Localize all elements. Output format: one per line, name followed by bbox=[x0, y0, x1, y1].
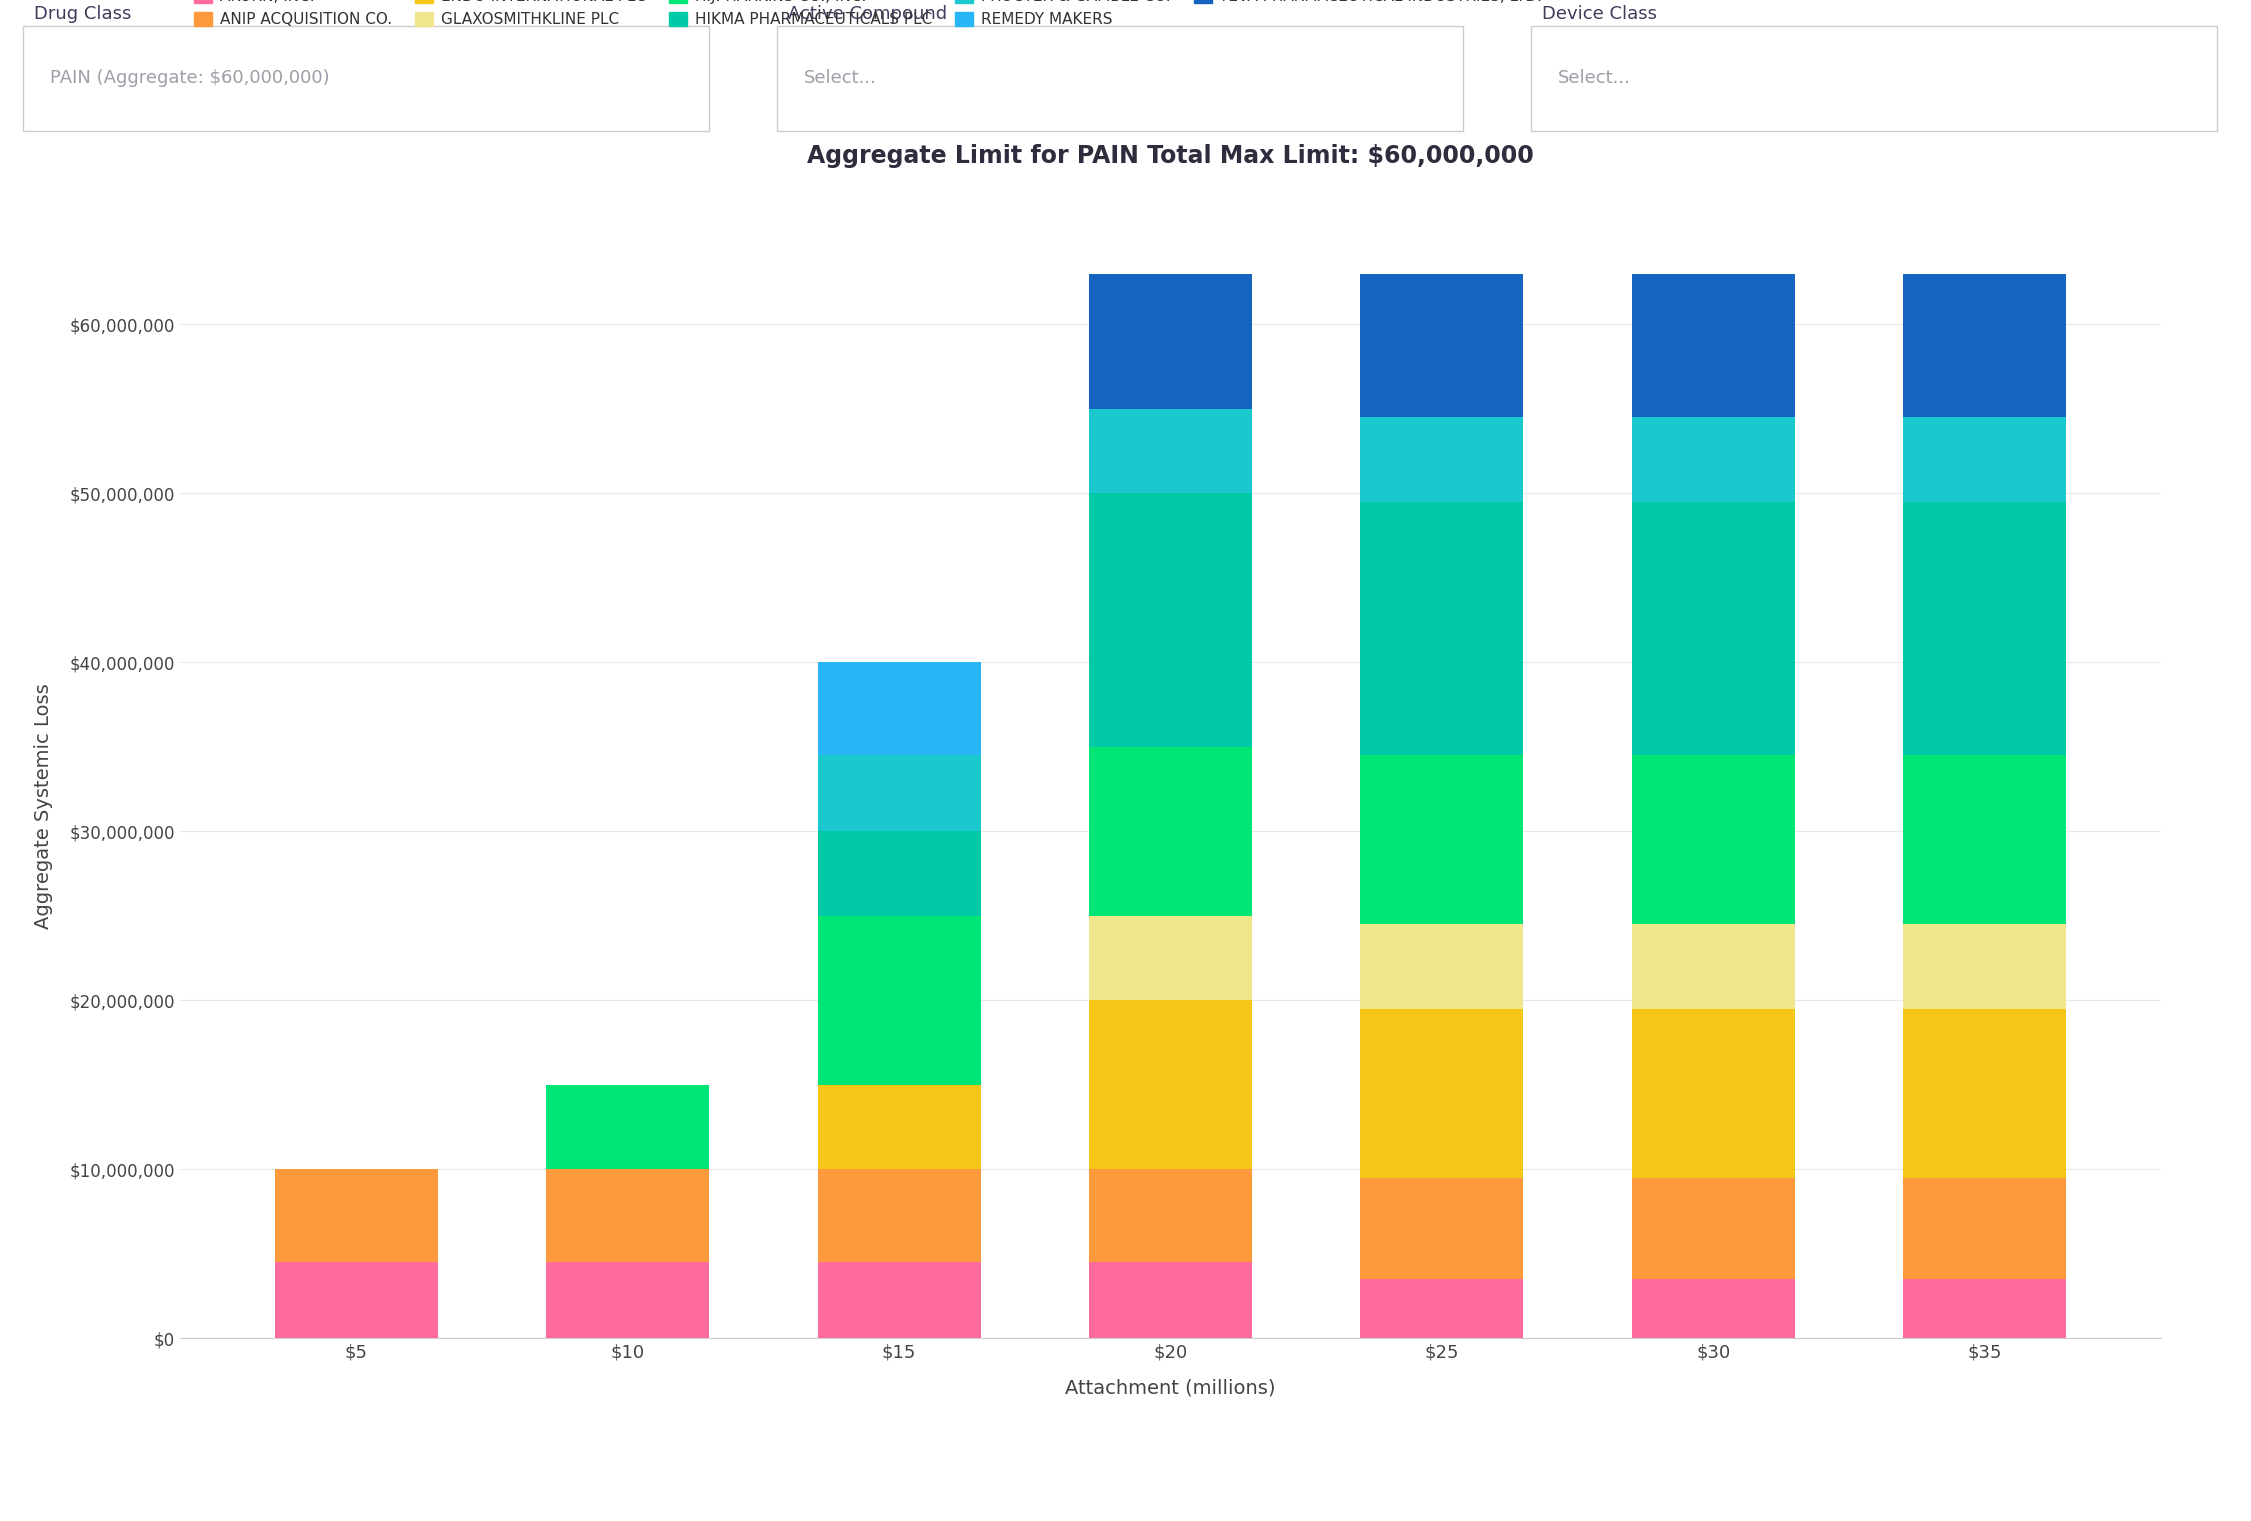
Bar bbox=[817, 1084, 981, 1170]
X-axis label: Attachment (millions): Attachment (millions) bbox=[1065, 1378, 1276, 1396]
Bar bbox=[547, 1262, 709, 1338]
Bar bbox=[1632, 925, 1794, 1008]
Bar bbox=[817, 1262, 981, 1338]
FancyBboxPatch shape bbox=[777, 26, 1463, 131]
Bar bbox=[1089, 916, 1252, 1001]
Bar bbox=[1089, 493, 1252, 747]
FancyBboxPatch shape bbox=[23, 26, 709, 131]
Bar bbox=[817, 663, 981, 756]
Bar bbox=[817, 916, 981, 1084]
Bar bbox=[1632, 1279, 1794, 1338]
Y-axis label: Aggregate Systemic Loss: Aggregate Systemic Loss bbox=[34, 683, 54, 929]
Bar bbox=[1089, 240, 1252, 409]
Bar bbox=[1360, 1279, 1524, 1338]
Text: Drug Class: Drug Class bbox=[34, 6, 131, 23]
Bar bbox=[1902, 925, 2066, 1008]
Bar bbox=[1902, 1177, 2066, 1279]
Bar bbox=[1360, 417, 1524, 502]
Bar bbox=[1089, 1262, 1252, 1338]
Bar bbox=[1360, 925, 1524, 1008]
Bar bbox=[1632, 502, 1794, 756]
Bar bbox=[547, 1084, 709, 1170]
Bar bbox=[1360, 240, 1524, 417]
Bar bbox=[1902, 240, 2066, 417]
Bar bbox=[1089, 747, 1252, 916]
Bar bbox=[1902, 1279, 2066, 1338]
Legend: AKORN, INC., ANIP ACQUISITION CO., ENDO INTERNATIONAL PLC, GLAXOSMITHKLINE PLC, : AKORN, INC., ANIP ACQUISITION CO., ENDO … bbox=[187, 0, 1549, 33]
Text: Active Compound: Active Compound bbox=[788, 6, 948, 23]
Bar bbox=[1902, 756, 2066, 925]
Bar bbox=[1360, 502, 1524, 756]
Bar bbox=[1902, 417, 2066, 502]
Text: Select...: Select... bbox=[804, 70, 876, 88]
Bar bbox=[1632, 1177, 1794, 1279]
Bar bbox=[1632, 417, 1794, 502]
Bar bbox=[1632, 756, 1794, 925]
Bar bbox=[547, 1170, 709, 1262]
FancyBboxPatch shape bbox=[1531, 26, 2217, 131]
Bar bbox=[1089, 1001, 1252, 1170]
Bar bbox=[817, 756, 981, 832]
Bar bbox=[1360, 1008, 1524, 1177]
Text: PAIN (Aggregate: $60,000,000): PAIN (Aggregate: $60,000,000) bbox=[50, 70, 329, 88]
Bar bbox=[1902, 1008, 2066, 1177]
Bar bbox=[1632, 240, 1794, 417]
Bar bbox=[1089, 1170, 1252, 1262]
Bar bbox=[1089, 409, 1252, 493]
Title: Aggregate Limit for PAIN Total Max Limit: $60,000,000: Aggregate Limit for PAIN Total Max Limit… bbox=[808, 143, 1533, 167]
Text: Select...: Select... bbox=[1558, 70, 1630, 88]
Bar bbox=[275, 1262, 439, 1338]
Bar bbox=[1902, 502, 2066, 756]
Bar bbox=[1632, 1008, 1794, 1177]
Bar bbox=[275, 1170, 439, 1262]
Bar bbox=[1360, 1177, 1524, 1279]
Bar bbox=[817, 1170, 981, 1262]
Text: Device Class: Device Class bbox=[1542, 6, 1657, 23]
Bar bbox=[1360, 756, 1524, 925]
Bar bbox=[817, 832, 981, 916]
